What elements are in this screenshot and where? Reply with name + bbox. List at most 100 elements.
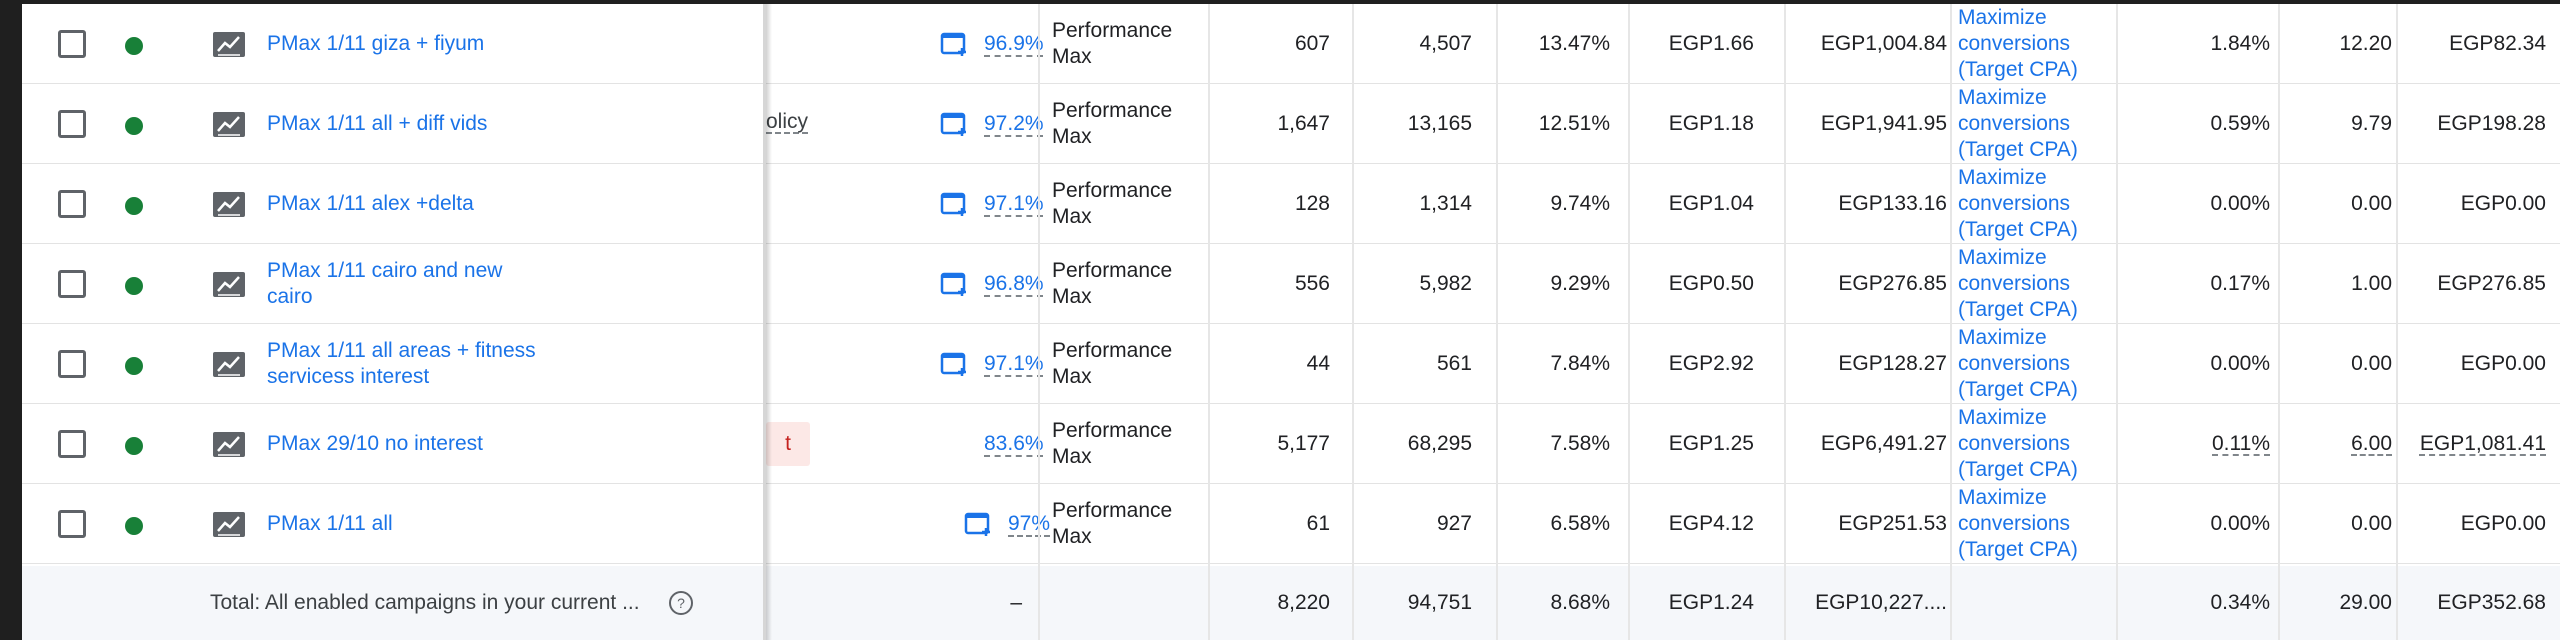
clipped-column-fragment: olicy xyxy=(766,110,809,133)
campaign-type-line-1: Performance xyxy=(1052,339,1173,362)
conv-rate-cell: 0.17% xyxy=(2210,271,2270,295)
window-left-edge xyxy=(0,0,22,640)
performance-max-icon xyxy=(213,512,245,537)
total-cost: EGP10,227.... xyxy=(1815,591,1947,614)
cost-per-conv-cell: EGP0.00 xyxy=(2460,511,2546,535)
campaign-name-link[interactable]: PMax 1/11 all xyxy=(267,484,597,564)
column-divider xyxy=(2116,4,2118,640)
campaign-type-line-1: Performance xyxy=(1052,19,1173,42)
recommendation-icon[interactable] xyxy=(964,511,994,537)
total-ctr: 8.68% xyxy=(1550,591,1610,614)
conversions-2-cell: 1.00 xyxy=(2351,271,2392,295)
svg-text:?: ? xyxy=(677,595,685,611)
enabled-dot-icon[interactable] xyxy=(125,437,143,455)
help-icon[interactable]: ? xyxy=(668,590,694,616)
cost-per-conv-cell: EGP0.00 xyxy=(2460,191,2546,215)
recommendation-icon[interactable] xyxy=(940,351,970,377)
frozen-pane-divider[interactable] xyxy=(763,4,766,640)
campaign-type-line-1: Performance xyxy=(1052,99,1173,122)
total-conversions-2: 29.00 xyxy=(2339,591,2392,614)
enabled-dot-icon[interactable] xyxy=(125,117,143,135)
campaign-name-line-2: cairo xyxy=(267,285,313,308)
column-divider xyxy=(1208,4,1210,640)
enabled-dot-icon[interactable] xyxy=(125,357,143,375)
performance-max-icon xyxy=(213,272,245,297)
optimization-score[interactable]: 96.9% xyxy=(984,32,1044,55)
optimization-score[interactable]: 97% xyxy=(1008,512,1051,535)
campaign-name-link[interactable]: PMax 29/10 no interest xyxy=(267,404,597,484)
cost-per-conv-cell: EGP82.34 xyxy=(2449,31,2546,55)
row-checkbox[interactable] xyxy=(58,510,86,538)
ctr-cell: 7.58% xyxy=(1550,431,1610,455)
enabled-dot-icon[interactable] xyxy=(125,37,143,55)
conversions-2-cell: 0.00 xyxy=(2351,511,2392,535)
total-row: Total: All enabled campaigns in your cur… xyxy=(22,566,2560,640)
campaign-type: Performance Max xyxy=(1052,84,1232,164)
table-row[interactable]: PMax 1/11 all areas + fitness servicess … xyxy=(22,324,2560,404)
row-checkbox[interactable] xyxy=(58,350,86,378)
campaign-type-line-1: Performance xyxy=(1052,499,1173,522)
recommendation-icon[interactable] xyxy=(940,31,970,57)
bid-strategy-link[interactable]: Maximize conversions (Target CPA) xyxy=(1958,164,2118,244)
table-row[interactable]: PMax 1/11 all + diff vids olicy 97.2% Pe… xyxy=(22,84,2560,164)
ctr-cell: 13.47% xyxy=(1538,31,1610,55)
optimization-score[interactable]: 97.1% xyxy=(984,352,1044,375)
campaign-type-line-2: Max xyxy=(1052,365,1092,388)
row-checkbox[interactable] xyxy=(58,190,86,218)
table-row[interactable]: PMax 1/11 cairo and new cairo 96.8% Perf… xyxy=(22,244,2560,324)
campaign-type-line-2: Max xyxy=(1052,445,1092,468)
performance-max-icon xyxy=(213,432,245,457)
optimization-score[interactable]: 97.1% xyxy=(984,192,1044,215)
campaign-name-link[interactable]: PMax 1/11 alex +delta xyxy=(267,164,597,244)
total-clicks: 94,751 xyxy=(1407,591,1472,614)
total-cost-per-conv: EGP352.68 xyxy=(2437,591,2546,614)
bid-strategy-line-3: (Target CPA) xyxy=(1958,298,2078,321)
bid-strategy-line-1: Maximize xyxy=(1958,246,2047,269)
bid-strategy-line-3: (Target CPA) xyxy=(1958,378,2078,401)
table-row[interactable]: PMax 29/10 no interest t 83.6% Performan… xyxy=(22,404,2560,484)
enabled-dot-icon[interactable] xyxy=(125,517,143,535)
bid-strategy-line-1: Maximize xyxy=(1958,166,2047,189)
conversions-cell: 44 xyxy=(1306,351,1330,375)
campaign-name-link[interactable]: PMax 1/11 cairo and new cairo xyxy=(267,244,597,324)
bid-strategy-link[interactable]: Maximize conversions (Target CPA) xyxy=(1958,84,2118,164)
row-checkbox[interactable] xyxy=(58,30,86,58)
cost-cell: EGP133.16 xyxy=(1838,191,1947,215)
table-row[interactable]: PMax 1/11 alex +delta 97.1% Performance … xyxy=(22,164,2560,244)
campaign-name-link[interactable]: PMax 1/11 all areas + fitness servicess … xyxy=(267,324,597,404)
bid-strategy-link[interactable]: Maximize conversions (Target CPA) xyxy=(1958,484,2118,564)
clipped-column-fragment: t xyxy=(766,422,810,466)
enabled-dot-icon[interactable] xyxy=(125,197,143,215)
bid-strategy-line-2: conversions xyxy=(1958,272,2071,295)
avg-cpc-cell: EGP1.04 xyxy=(1668,191,1754,215)
table-row[interactable]: PMax 1/11 giza + fiyum 96.9% Performance… xyxy=(22,4,2560,84)
column-divider xyxy=(2396,4,2398,640)
recommendation-icon[interactable] xyxy=(940,191,970,217)
row-checkbox[interactable] xyxy=(58,110,86,138)
bid-strategy-line-2: conversions xyxy=(1958,512,2071,535)
recommendation-icon[interactable] xyxy=(940,271,970,297)
campaign-type: Performance Max xyxy=(1052,484,1232,564)
optimization-score[interactable]: 83.6% xyxy=(984,432,1044,455)
row-checkbox[interactable] xyxy=(58,430,86,458)
campaign-name-line-1: PMax 1/11 alex +delta xyxy=(267,192,474,215)
row-checkbox[interactable] xyxy=(58,270,86,298)
bid-strategy-link[interactable]: Maximize conversions (Target CPA) xyxy=(1958,404,2118,484)
campaign-name-link[interactable]: PMax 1/11 giza + fiyum xyxy=(267,4,597,84)
cost-cell: EGP1,941.95 xyxy=(1820,111,1947,135)
cost-cell: EGP1,004.84 xyxy=(1820,31,1947,55)
bid-strategy-line-1: Maximize xyxy=(1958,326,2047,349)
campaign-name-link[interactable]: PMax 1/11 all + diff vids xyxy=(267,84,597,164)
table-row[interactable]: PMax 1/11 all 97% Performance Max 61 927… xyxy=(22,484,2560,564)
recommendation-icon[interactable] xyxy=(940,111,970,137)
optimization-score[interactable]: 97.2% xyxy=(984,112,1044,135)
bid-strategy-link[interactable]: Maximize conversions (Target CPA) xyxy=(1958,324,2118,404)
performance-max-icon xyxy=(213,192,245,217)
enabled-dot-icon[interactable] xyxy=(125,277,143,295)
bid-strategy-link[interactable]: Maximize conversions (Target CPA) xyxy=(1958,4,2118,84)
optimization-score[interactable]: 96.8% xyxy=(984,272,1044,295)
bid-strategy-line-3: (Target CPA) xyxy=(1958,138,2078,161)
bid-strategy-link[interactable]: Maximize conversions (Target CPA) xyxy=(1958,244,2118,324)
conv-rate-cell: 0.59% xyxy=(2210,111,2270,135)
conversions-cell: 128 xyxy=(1294,191,1330,215)
